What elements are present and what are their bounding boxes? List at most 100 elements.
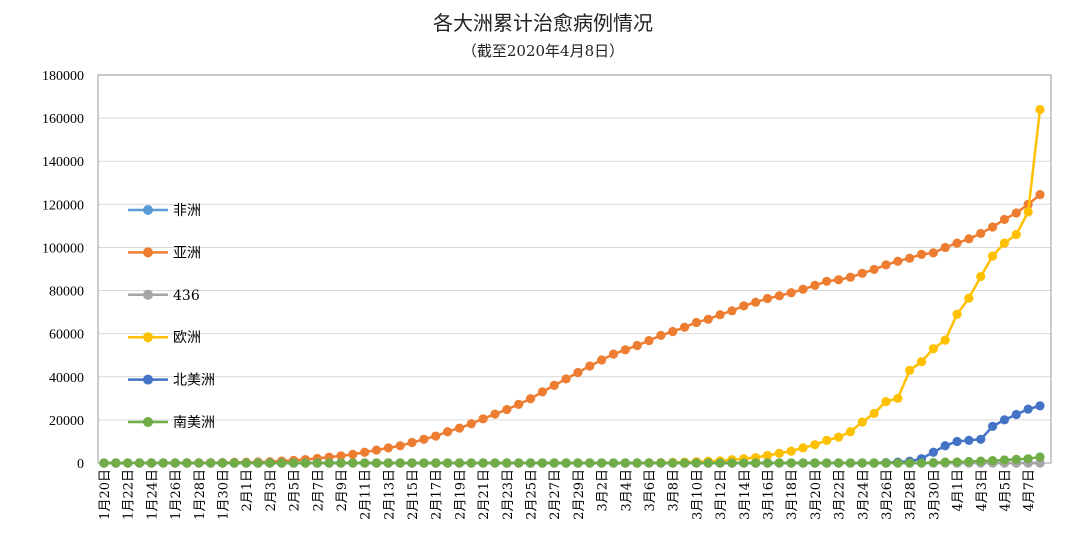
data-point xyxy=(502,404,512,415)
data-point xyxy=(869,264,879,275)
data-point xyxy=(762,450,773,461)
y-tick-label: 100000 xyxy=(42,241,84,256)
x-tick-label: 4月3日 xyxy=(975,469,990,512)
data-point xyxy=(928,457,938,468)
data-point xyxy=(774,291,784,301)
series-4 xyxy=(99,401,1045,468)
data-point xyxy=(881,396,891,407)
data-point xyxy=(999,238,1010,248)
data-point xyxy=(976,228,986,239)
data-point xyxy=(1023,454,1033,464)
x-tick-label: 3月14日 xyxy=(738,469,753,520)
legend-item: 亚洲 xyxy=(128,245,201,261)
data-point xyxy=(916,357,927,367)
data-point xyxy=(1035,452,1045,462)
data-point xyxy=(751,297,761,307)
data-point xyxy=(1035,401,1045,411)
data-point xyxy=(881,260,891,270)
data-point xyxy=(928,248,938,258)
data-point xyxy=(952,436,962,447)
x-tick-label: 4月7日 xyxy=(1022,469,1037,512)
data-point xyxy=(905,458,915,468)
y-tick-label: 40000 xyxy=(49,371,84,386)
data-point xyxy=(988,222,998,232)
data-point xyxy=(1011,229,1021,240)
data-point xyxy=(561,374,571,384)
data-point xyxy=(668,326,678,337)
data-point xyxy=(360,458,370,468)
y-tick-label: 160000 xyxy=(42,112,84,127)
data-point xyxy=(644,458,654,468)
data-point xyxy=(265,458,275,468)
data-point xyxy=(632,458,642,468)
legend-dot-marker xyxy=(143,332,153,343)
legend-dot-marker xyxy=(143,205,153,215)
data-point xyxy=(111,458,121,468)
x-tick-label: 2月1日 xyxy=(240,469,255,512)
data-point xyxy=(537,458,547,468)
data-point xyxy=(537,387,547,397)
data-point xyxy=(573,458,583,468)
gridlines xyxy=(98,117,1051,421)
x-tick-label: 3月18日 xyxy=(785,469,800,520)
x-tick-label: 2月23日 xyxy=(501,469,516,520)
data-point xyxy=(348,449,358,459)
data-point xyxy=(988,251,998,261)
data-point xyxy=(656,458,666,468)
legend-label: 436 xyxy=(173,288,200,304)
legend-item: 436 xyxy=(128,288,200,304)
data-point xyxy=(762,458,773,468)
data-point xyxy=(976,271,986,282)
chart-subtitle: （截至2020年4月8日） xyxy=(462,42,624,60)
data-point xyxy=(632,340,642,351)
data-point xyxy=(442,458,453,468)
data-point xyxy=(431,431,441,441)
legend-dot-marker xyxy=(143,417,153,427)
data-point xyxy=(905,365,915,375)
data-point xyxy=(893,458,903,468)
x-tick-label: 2月3日 xyxy=(264,469,279,512)
legend-label: 北美洲 xyxy=(173,373,215,389)
data-point xyxy=(798,458,808,468)
data-point xyxy=(549,458,559,468)
x-tick-label: 2月29日 xyxy=(572,469,587,520)
data-point xyxy=(146,458,156,468)
data-point xyxy=(703,314,713,324)
data-point xyxy=(727,306,737,316)
data-point xyxy=(620,458,630,468)
data-point xyxy=(525,458,536,468)
data-point xyxy=(454,423,465,433)
data-point xyxy=(502,458,512,468)
data-point xyxy=(206,458,216,468)
data-point xyxy=(1011,454,1021,464)
data-point xyxy=(964,435,974,445)
data-point xyxy=(952,457,962,467)
x-tick-label: 3月2日 xyxy=(596,469,611,512)
data-point xyxy=(774,448,784,458)
data-point xyxy=(585,458,595,468)
data-point xyxy=(514,458,524,468)
data-point xyxy=(893,393,903,403)
legend-item: 北美洲 xyxy=(128,373,215,389)
series-1 xyxy=(99,190,1045,468)
legend-dot-marker xyxy=(143,289,153,300)
x-tick-label: 3月6日 xyxy=(643,469,658,512)
data-point xyxy=(466,419,476,429)
data-point xyxy=(442,427,453,437)
data-point xyxy=(419,458,429,468)
x-tick-label: 3月28日 xyxy=(904,469,919,520)
data-point xyxy=(940,335,950,345)
x-tick-label: 2月19日 xyxy=(453,469,468,520)
data-point xyxy=(229,458,239,468)
data-point xyxy=(857,458,867,468)
data-point xyxy=(798,284,808,294)
data-point xyxy=(1023,207,1033,217)
data-point xyxy=(597,458,607,468)
data-point xyxy=(964,456,974,467)
data-point xyxy=(561,458,571,468)
x-tick-label: 3月26日 xyxy=(880,469,895,520)
data-point xyxy=(478,414,488,424)
x-tick-label: 1月22日 xyxy=(122,469,137,520)
